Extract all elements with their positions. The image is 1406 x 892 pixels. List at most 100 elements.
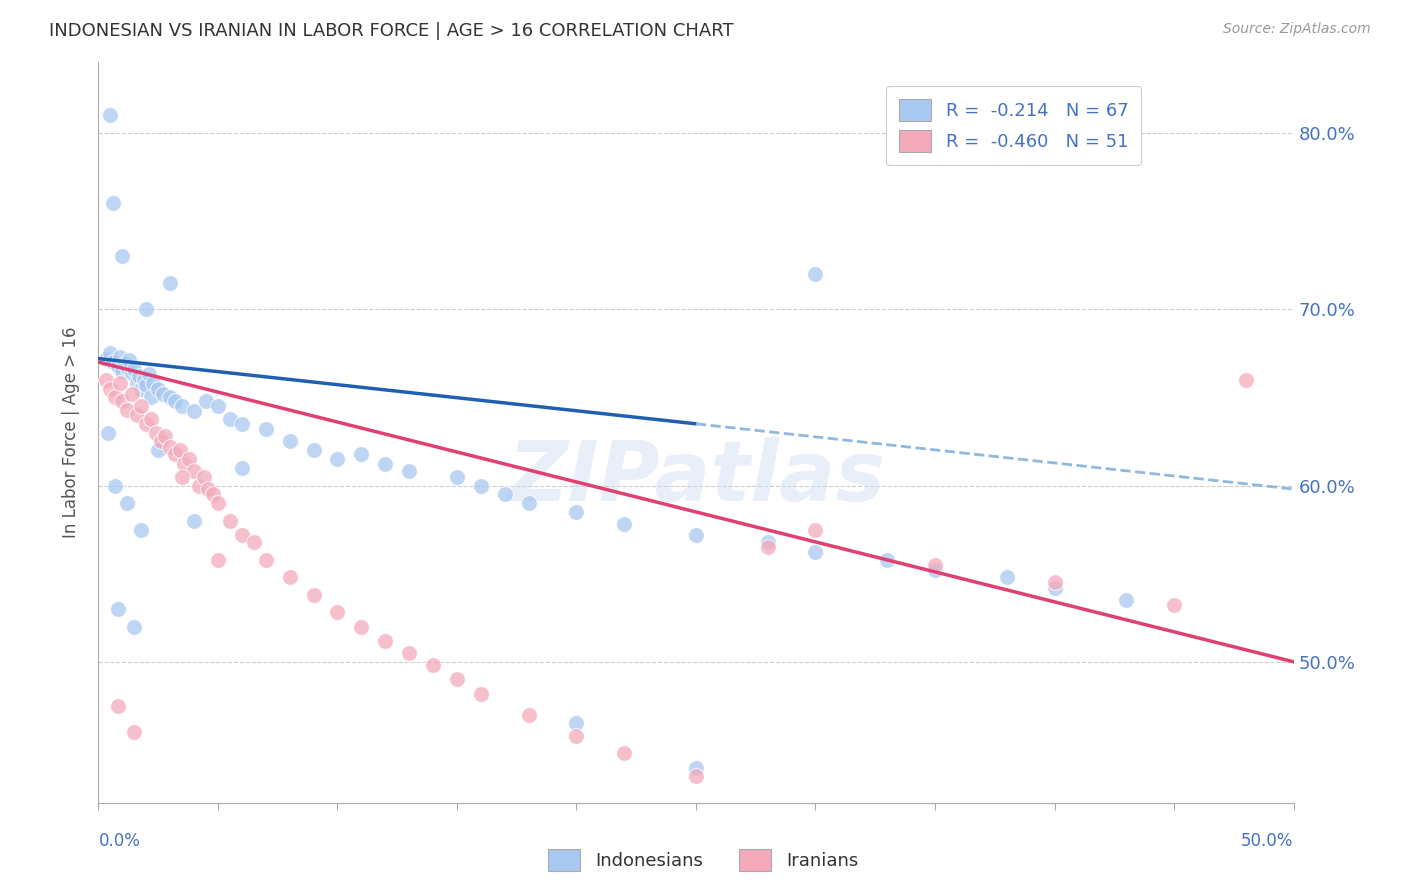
Point bbox=[155, 429, 177, 443]
Point bbox=[124, 725, 146, 739]
Point bbox=[172, 399, 194, 413]
Point bbox=[197, 482, 219, 496]
Point bbox=[219, 514, 242, 528]
Point bbox=[374, 633, 396, 648]
Point bbox=[98, 108, 122, 122]
Point bbox=[121, 366, 143, 380]
Point bbox=[613, 747, 636, 761]
Point bbox=[924, 563, 946, 577]
Point bbox=[98, 382, 122, 396]
Point bbox=[104, 390, 127, 404]
Point bbox=[131, 399, 153, 413]
Point bbox=[254, 422, 277, 436]
Point bbox=[159, 390, 181, 404]
Point bbox=[517, 496, 540, 510]
Point bbox=[685, 769, 707, 783]
Point bbox=[135, 302, 157, 317]
Point bbox=[169, 443, 191, 458]
Point bbox=[278, 434, 301, 449]
Point bbox=[187, 478, 209, 492]
Point bbox=[565, 716, 588, 731]
Point bbox=[302, 443, 325, 458]
Point bbox=[202, 487, 225, 501]
Point bbox=[107, 359, 129, 373]
Point bbox=[183, 404, 205, 418]
Point bbox=[326, 606, 349, 620]
Point bbox=[148, 443, 170, 458]
Point bbox=[132, 373, 155, 387]
Point bbox=[108, 350, 131, 364]
Point bbox=[1043, 575, 1066, 590]
Point bbox=[302, 588, 325, 602]
Point bbox=[804, 267, 827, 281]
Point bbox=[172, 469, 194, 483]
Point bbox=[107, 602, 129, 616]
Point bbox=[326, 452, 349, 467]
Point bbox=[1234, 373, 1257, 387]
Point bbox=[118, 353, 141, 368]
Point bbox=[159, 276, 181, 290]
Point bbox=[98, 346, 122, 360]
Point bbox=[142, 376, 165, 391]
Point bbox=[115, 496, 138, 510]
Text: 50.0%: 50.0% bbox=[1241, 832, 1294, 850]
Point bbox=[163, 393, 186, 408]
Text: 0.0%: 0.0% bbox=[98, 832, 141, 850]
Point bbox=[101, 196, 124, 211]
Point bbox=[613, 517, 636, 532]
Point bbox=[107, 698, 129, 713]
Point bbox=[398, 646, 420, 660]
Text: ZIPatlas: ZIPatlas bbox=[508, 436, 884, 517]
Point bbox=[350, 619, 373, 633]
Point bbox=[565, 505, 588, 519]
Point bbox=[995, 570, 1018, 584]
Y-axis label: In Labor Force | Age > 16: In Labor Force | Age > 16 bbox=[62, 326, 80, 539]
Point bbox=[756, 540, 779, 554]
Point bbox=[685, 760, 707, 774]
Point bbox=[124, 362, 146, 376]
Point bbox=[124, 619, 146, 633]
Point bbox=[115, 360, 138, 375]
Point bbox=[111, 364, 134, 378]
Legend: Indonesians, Iranians: Indonesians, Iranians bbox=[541, 842, 865, 879]
Point bbox=[254, 552, 277, 566]
Point bbox=[422, 658, 444, 673]
Point bbox=[494, 487, 516, 501]
Point bbox=[111, 393, 134, 408]
Point bbox=[193, 469, 215, 483]
Point bbox=[195, 393, 218, 408]
Point bbox=[94, 373, 117, 387]
Point bbox=[97, 425, 120, 440]
Point bbox=[114, 357, 136, 371]
Point bbox=[179, 452, 201, 467]
Point bbox=[446, 469, 468, 483]
Point bbox=[145, 425, 167, 440]
Point bbox=[278, 570, 301, 584]
Point bbox=[207, 552, 229, 566]
Point bbox=[135, 378, 157, 392]
Point bbox=[159, 440, 181, 454]
Point bbox=[104, 478, 127, 492]
Point bbox=[131, 382, 153, 396]
Point bbox=[163, 447, 186, 461]
Point bbox=[804, 545, 827, 559]
Point bbox=[924, 558, 946, 572]
Point bbox=[131, 523, 153, 537]
Point bbox=[470, 478, 492, 492]
Point bbox=[1163, 599, 1185, 613]
Point bbox=[173, 458, 195, 472]
Text: INDONESIAN VS IRANIAN IN LABOR FORCE | AGE > 16 CORRELATION CHART: INDONESIAN VS IRANIAN IN LABOR FORCE | A… bbox=[49, 22, 734, 40]
Point bbox=[243, 535, 266, 549]
Point bbox=[138, 368, 160, 382]
Point bbox=[876, 552, 898, 566]
Point bbox=[149, 434, 172, 449]
Point bbox=[125, 408, 148, 422]
Point bbox=[446, 673, 468, 687]
Point bbox=[804, 523, 827, 537]
Point bbox=[350, 447, 373, 461]
Point bbox=[125, 376, 148, 391]
Text: Source: ZipAtlas.com: Source: ZipAtlas.com bbox=[1223, 22, 1371, 37]
Point bbox=[128, 369, 150, 384]
Point bbox=[183, 514, 205, 528]
Point bbox=[565, 729, 588, 743]
